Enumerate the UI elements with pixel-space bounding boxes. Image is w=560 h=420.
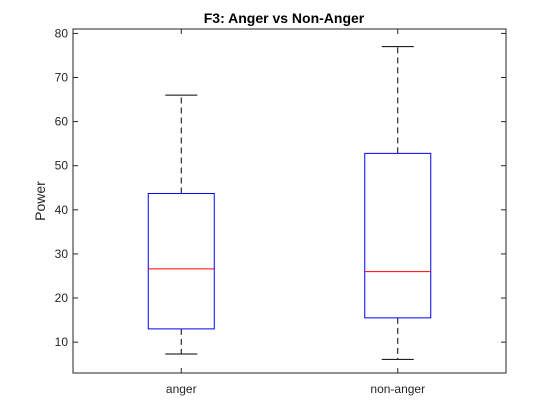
box-non-anger: [364, 46, 432, 360]
box-anger: [147, 94, 215, 355]
y-tick-label: 40: [55, 203, 69, 217]
plot-frame: [72, 28, 507, 374]
y-tick-label: 50: [55, 159, 69, 173]
x-tick-label: anger: [166, 382, 197, 396]
y-tick-label: 80: [55, 26, 69, 40]
interquartile-box: [147, 193, 215, 330]
y-axis-ticks: 10 20 30 40 50 60 70 80: [55, 26, 506, 349]
x-tick-label: non-anger: [370, 382, 425, 396]
y-tick-label: 60: [55, 115, 69, 129]
interquartile-box: [364, 152, 432, 319]
chart-title: F3: Anger vs Non-Anger: [204, 10, 365, 26]
y-tick-label: 30: [55, 247, 69, 261]
y-tick-label: 20: [55, 291, 69, 305]
x-axis-ticks: anger non-anger: [166, 29, 425, 396]
plot-border: [72, 28, 507, 374]
boxes: [147, 46, 432, 360]
y-axis-label: Power: [32, 181, 48, 221]
y-tick-label: 10: [55, 335, 69, 349]
y-tick-label: 70: [55, 71, 69, 85]
